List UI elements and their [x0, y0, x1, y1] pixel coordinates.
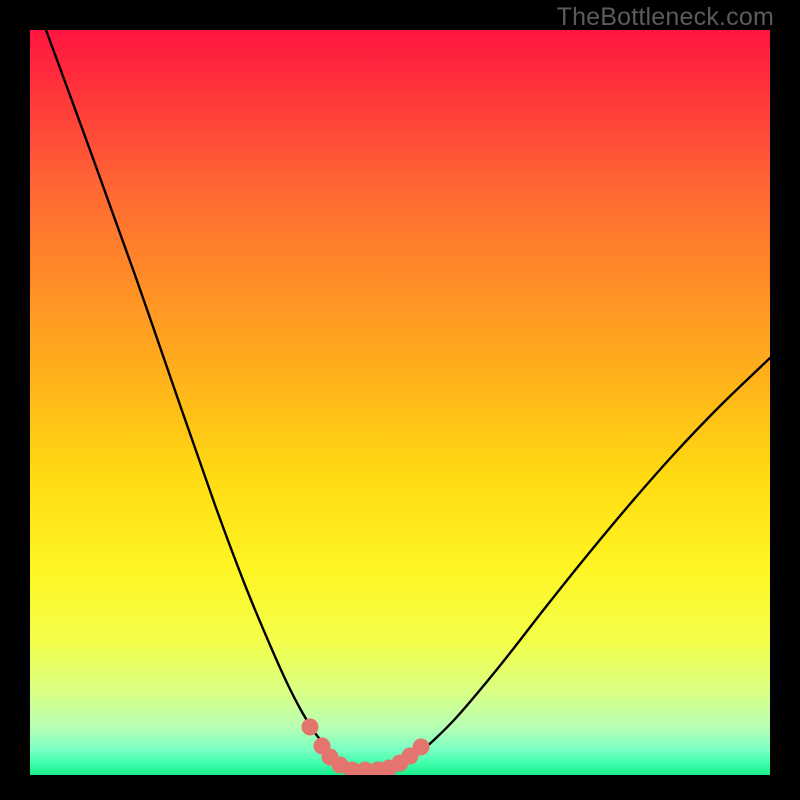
marker-dot	[302, 719, 319, 736]
curve-layer	[30, 30, 770, 775]
marker-group	[302, 719, 430, 776]
bottleneck-curve	[46, 30, 770, 770]
plot-area	[30, 30, 770, 775]
marker-dot	[413, 739, 430, 756]
watermark-text: TheBottleneck.com	[557, 3, 774, 32]
